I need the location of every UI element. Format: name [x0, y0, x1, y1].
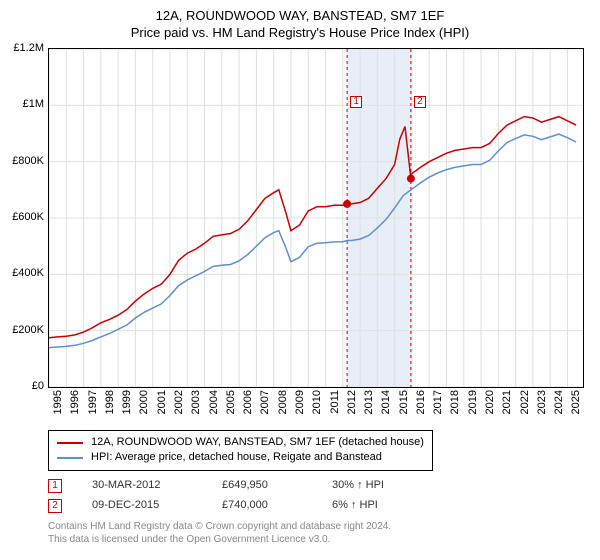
- x-tick-label: 1998: [104, 390, 116, 420]
- x-tick-label: 2003: [190, 390, 202, 420]
- y-tick-label: £800K: [12, 155, 44, 167]
- x-tick-label: 2004: [208, 390, 220, 420]
- sale-hpi-2: 6% ↑ HPI: [332, 496, 412, 516]
- x-tick-label: 2006: [242, 390, 254, 420]
- sale-hpi-1: 30% ↑ HPI: [332, 476, 412, 496]
- x-tick-label: 1996: [69, 390, 81, 420]
- x-tick-label: 2021: [501, 390, 513, 420]
- chart-plot-area: [48, 48, 584, 388]
- chart-title: 12A, ROUNDWOOD WAY, BANSTEAD, SM7 1EF: [0, 8, 600, 25]
- x-tick-label: 2014: [380, 390, 392, 420]
- x-tick-label: 2008: [277, 390, 289, 420]
- x-tick-label: 2013: [363, 390, 375, 420]
- sale-marker-icon-2: 2: [48, 499, 62, 513]
- legend: 12A, ROUNDWOOD WAY, BANSTEAD, SM7 1EF (d…: [48, 430, 433, 471]
- x-tick-label: 2019: [467, 390, 479, 420]
- sales-row-1: 1 30-MAR-2012 £649,950 30% ↑ HPI: [48, 476, 412, 496]
- y-tick-label: £1M: [23, 98, 44, 110]
- x-tick-label: 2016: [415, 390, 427, 420]
- x-tick-label: 2011: [329, 390, 341, 420]
- y-tick-label: £1.2M: [13, 42, 44, 54]
- sale-date-1: 30-MAR-2012: [92, 476, 192, 496]
- x-tick-label: 2009: [294, 390, 306, 420]
- x-tick-label: 2020: [484, 390, 496, 420]
- x-tick-label: 2010: [311, 390, 323, 420]
- y-tick-label: £400K: [12, 267, 44, 279]
- title-block: 12A, ROUNDWOOD WAY, BANSTEAD, SM7 1EF Pr…: [0, 0, 600, 42]
- x-tick-label: 2024: [553, 390, 565, 420]
- chart-sale-marker-2: 2: [414, 96, 426, 108]
- y-tick-label: £200K: [12, 324, 44, 336]
- sale-date-2: 09-DEC-2015: [92, 496, 192, 516]
- x-tick-label: 1997: [87, 390, 99, 420]
- x-tick-label: 2015: [398, 390, 410, 420]
- chart-subtitle: Price paid vs. HM Land Registry's House …: [0, 25, 600, 42]
- x-tick-label: 2025: [570, 390, 582, 420]
- x-tick-label: 2012: [346, 390, 358, 420]
- x-tick-label: 2001: [156, 390, 168, 420]
- legend-label-hpi: HPI: Average price, detached house, Reig…: [91, 450, 382, 465]
- legend-label-property: 12A, ROUNDWOOD WAY, BANSTEAD, SM7 1EF (d…: [91, 435, 424, 450]
- x-tick-label: 2002: [173, 390, 185, 420]
- chart-container: 12A, ROUNDWOOD WAY, BANSTEAD, SM7 1EF Pr…: [0, 0, 600, 560]
- x-tick-label: 2017: [432, 390, 444, 420]
- footer: Contains HM Land Registry data © Crown c…: [48, 520, 391, 546]
- x-tick-label: 2007: [259, 390, 271, 420]
- sales-row-2: 2 09-DEC-2015 £740,000 6% ↑ HPI: [48, 496, 412, 516]
- legend-swatch-hpi: [57, 457, 83, 459]
- sale-price-2: £740,000: [222, 496, 302, 516]
- y-tick-label: £0: [32, 380, 44, 392]
- x-tick-label: 2005: [225, 390, 237, 420]
- y-tick-label: £600K: [12, 211, 44, 223]
- x-tick-label: 1999: [121, 390, 133, 420]
- x-tick-label: 2000: [138, 390, 150, 420]
- legend-swatch-property: [57, 442, 83, 444]
- x-tick-label: 2018: [449, 390, 461, 420]
- chart-svg: [49, 49, 583, 387]
- chart-sale-marker-1: 1: [350, 96, 362, 108]
- sale-price-1: £649,950: [222, 476, 302, 496]
- x-tick-label: 2023: [536, 390, 548, 420]
- x-tick-label: 2022: [519, 390, 531, 420]
- legend-item-property: 12A, ROUNDWOOD WAY, BANSTEAD, SM7 1EF (d…: [57, 435, 424, 450]
- footer-line-1: Contains HM Land Registry data © Crown c…: [48, 520, 391, 533]
- x-tick-label: 1995: [52, 390, 64, 420]
- legend-item-hpi: HPI: Average price, detached house, Reig…: [57, 450, 424, 465]
- sale-marker-icon-1: 1: [48, 479, 62, 493]
- sales-table: 1 30-MAR-2012 £649,950 30% ↑ HPI 2 09-DE…: [48, 476, 412, 516]
- footer-line-2: This data is licensed under the Open Gov…: [48, 533, 391, 546]
